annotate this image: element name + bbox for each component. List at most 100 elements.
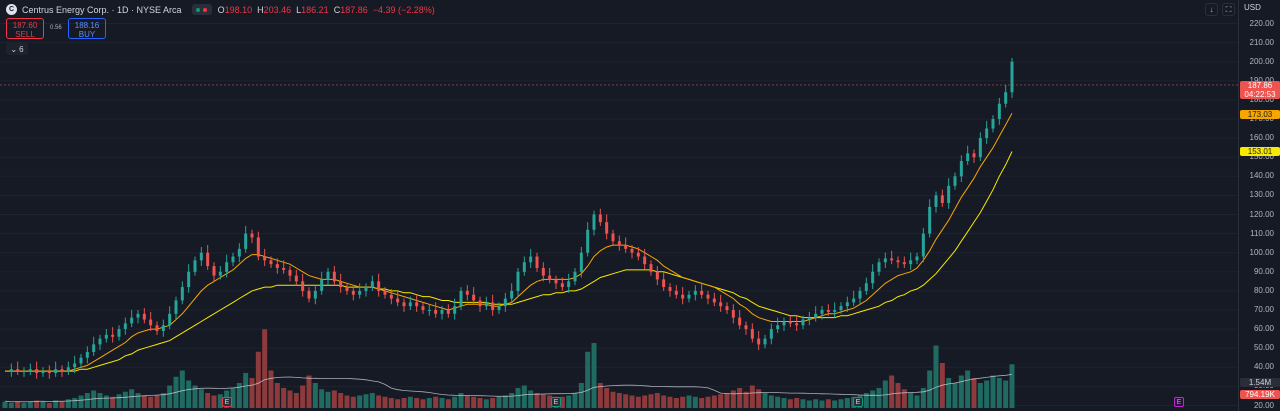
candle-body (586, 229, 590, 253)
volume-bar (914, 395, 920, 408)
candle-body (807, 317, 811, 320)
upcoming-earnings-badge[interactable]: E (1174, 397, 1184, 407)
volume-bar (971, 378, 977, 408)
fullscreen-button[interactable]: ⛶ (1222, 3, 1235, 16)
volume-bar (236, 383, 242, 408)
volume-bar (154, 395, 160, 408)
market-status-badge[interactable] (191, 4, 212, 15)
candle-body (16, 369, 20, 372)
candle-body (104, 334, 108, 339)
volume-bar (350, 396, 356, 408)
buy-button[interactable]: 188.16 BUY (68, 18, 106, 39)
volume-bar (762, 393, 768, 408)
candle-body (218, 271, 222, 276)
volume-bar (965, 370, 971, 408)
candle-body (548, 275, 552, 280)
candle-body (972, 153, 976, 158)
candle-body (522, 262, 526, 272)
candle-body (149, 319, 153, 326)
candle-body (731, 310, 735, 318)
volume-bar (699, 398, 705, 408)
candle-body (92, 344, 96, 353)
earnings-badge[interactable]: E (551, 397, 561, 407)
earnings-badge[interactable]: E (853, 397, 863, 407)
volume-bar (255, 351, 261, 408)
candle-body (358, 290, 362, 295)
volume-ma-tag: 1.54M (1240, 378, 1280, 387)
candle-body (130, 317, 134, 324)
volume-bar (819, 400, 825, 408)
candle-body (85, 352, 89, 358)
volume-bar (1009, 364, 1015, 408)
candle-body (567, 281, 571, 288)
candle-body (598, 214, 602, 223)
indicators-toggle[interactable]: ⌄ 6 (6, 43, 28, 55)
candle-body (301, 281, 305, 291)
price-tick-label: 110.00 (1250, 228, 1274, 238)
ohlc-close: C187.86 (333, 4, 368, 15)
price-tick-label: 140.00 (1249, 171, 1274, 181)
candle-body (864, 283, 868, 291)
candle-body (788, 321, 792, 324)
candle-body (1004, 92, 1008, 104)
volume-bar (566, 395, 572, 408)
candle-body (440, 310, 444, 314)
last-price-value: 187.86 (1247, 81, 1273, 90)
volume-bar (958, 375, 964, 408)
candle-body (858, 290, 862, 299)
candle-body (244, 233, 248, 249)
volume-bar (72, 398, 78, 408)
candle-body (408, 302, 412, 307)
volume-bar (376, 395, 382, 408)
company-logo: C (6, 4, 17, 15)
price-chart[interactable] (0, 0, 1238, 411)
earnings-badge[interactable]: E (222, 397, 232, 407)
volume-bar (800, 399, 806, 408)
volume-bar (813, 399, 819, 408)
candle-body (681, 294, 685, 299)
currency-label[interactable]: USD (1244, 3, 1261, 12)
candle-body (389, 294, 393, 299)
candle-body (529, 256, 533, 263)
volume-bar (363, 394, 369, 408)
volume-bar (414, 398, 420, 408)
price-tick-label: 180.00 (1249, 94, 1274, 104)
candle-body (852, 298, 856, 303)
candle-body (206, 252, 210, 267)
candle-body (693, 290, 697, 295)
candle-body (738, 317, 742, 326)
volume-bar (21, 403, 27, 408)
candle-body (199, 252, 203, 261)
candle-body (326, 271, 330, 280)
candle-body (909, 260, 913, 265)
volume-bar (946, 378, 952, 408)
price-tick-label: 210.00 (1249, 37, 1274, 47)
candle-body (98, 338, 102, 345)
volume-bar (642, 395, 648, 408)
price-axis[interactable]: 220.00210.00200.00190.00180.00170.00160.… (1238, 0, 1280, 411)
sell-price: 187.60 (12, 21, 38, 30)
volume-bar (40, 401, 46, 408)
price-tick-label: 90.00 (1253, 266, 1274, 276)
candle-body (662, 279, 666, 288)
ma-fast-line (5, 113, 1013, 372)
volume-bar (610, 391, 616, 408)
candle-body (978, 138, 982, 158)
candle-body (883, 258, 887, 263)
candle-body (782, 321, 786, 326)
volume-bar (724, 393, 730, 408)
candle-body (332, 271, 336, 282)
buy-price: 188.16 (74, 21, 100, 30)
candle-body (421, 306, 425, 310)
spread-value: 0.56 (50, 25, 62, 31)
volume-bar (977, 383, 983, 408)
candle-body (763, 338, 767, 345)
volume-bar (686, 395, 692, 408)
volume-bar (781, 398, 787, 408)
candle-body (820, 310, 824, 314)
sell-button[interactable]: 187.60 SELL (6, 18, 44, 39)
download-button[interactable]: ↓ (1205, 3, 1218, 16)
volume-bar (768, 395, 774, 408)
symbol-title[interactable]: Centrus Energy Corp. · 1D · NYSE Arca (22, 4, 182, 15)
volume-bar (825, 399, 831, 408)
